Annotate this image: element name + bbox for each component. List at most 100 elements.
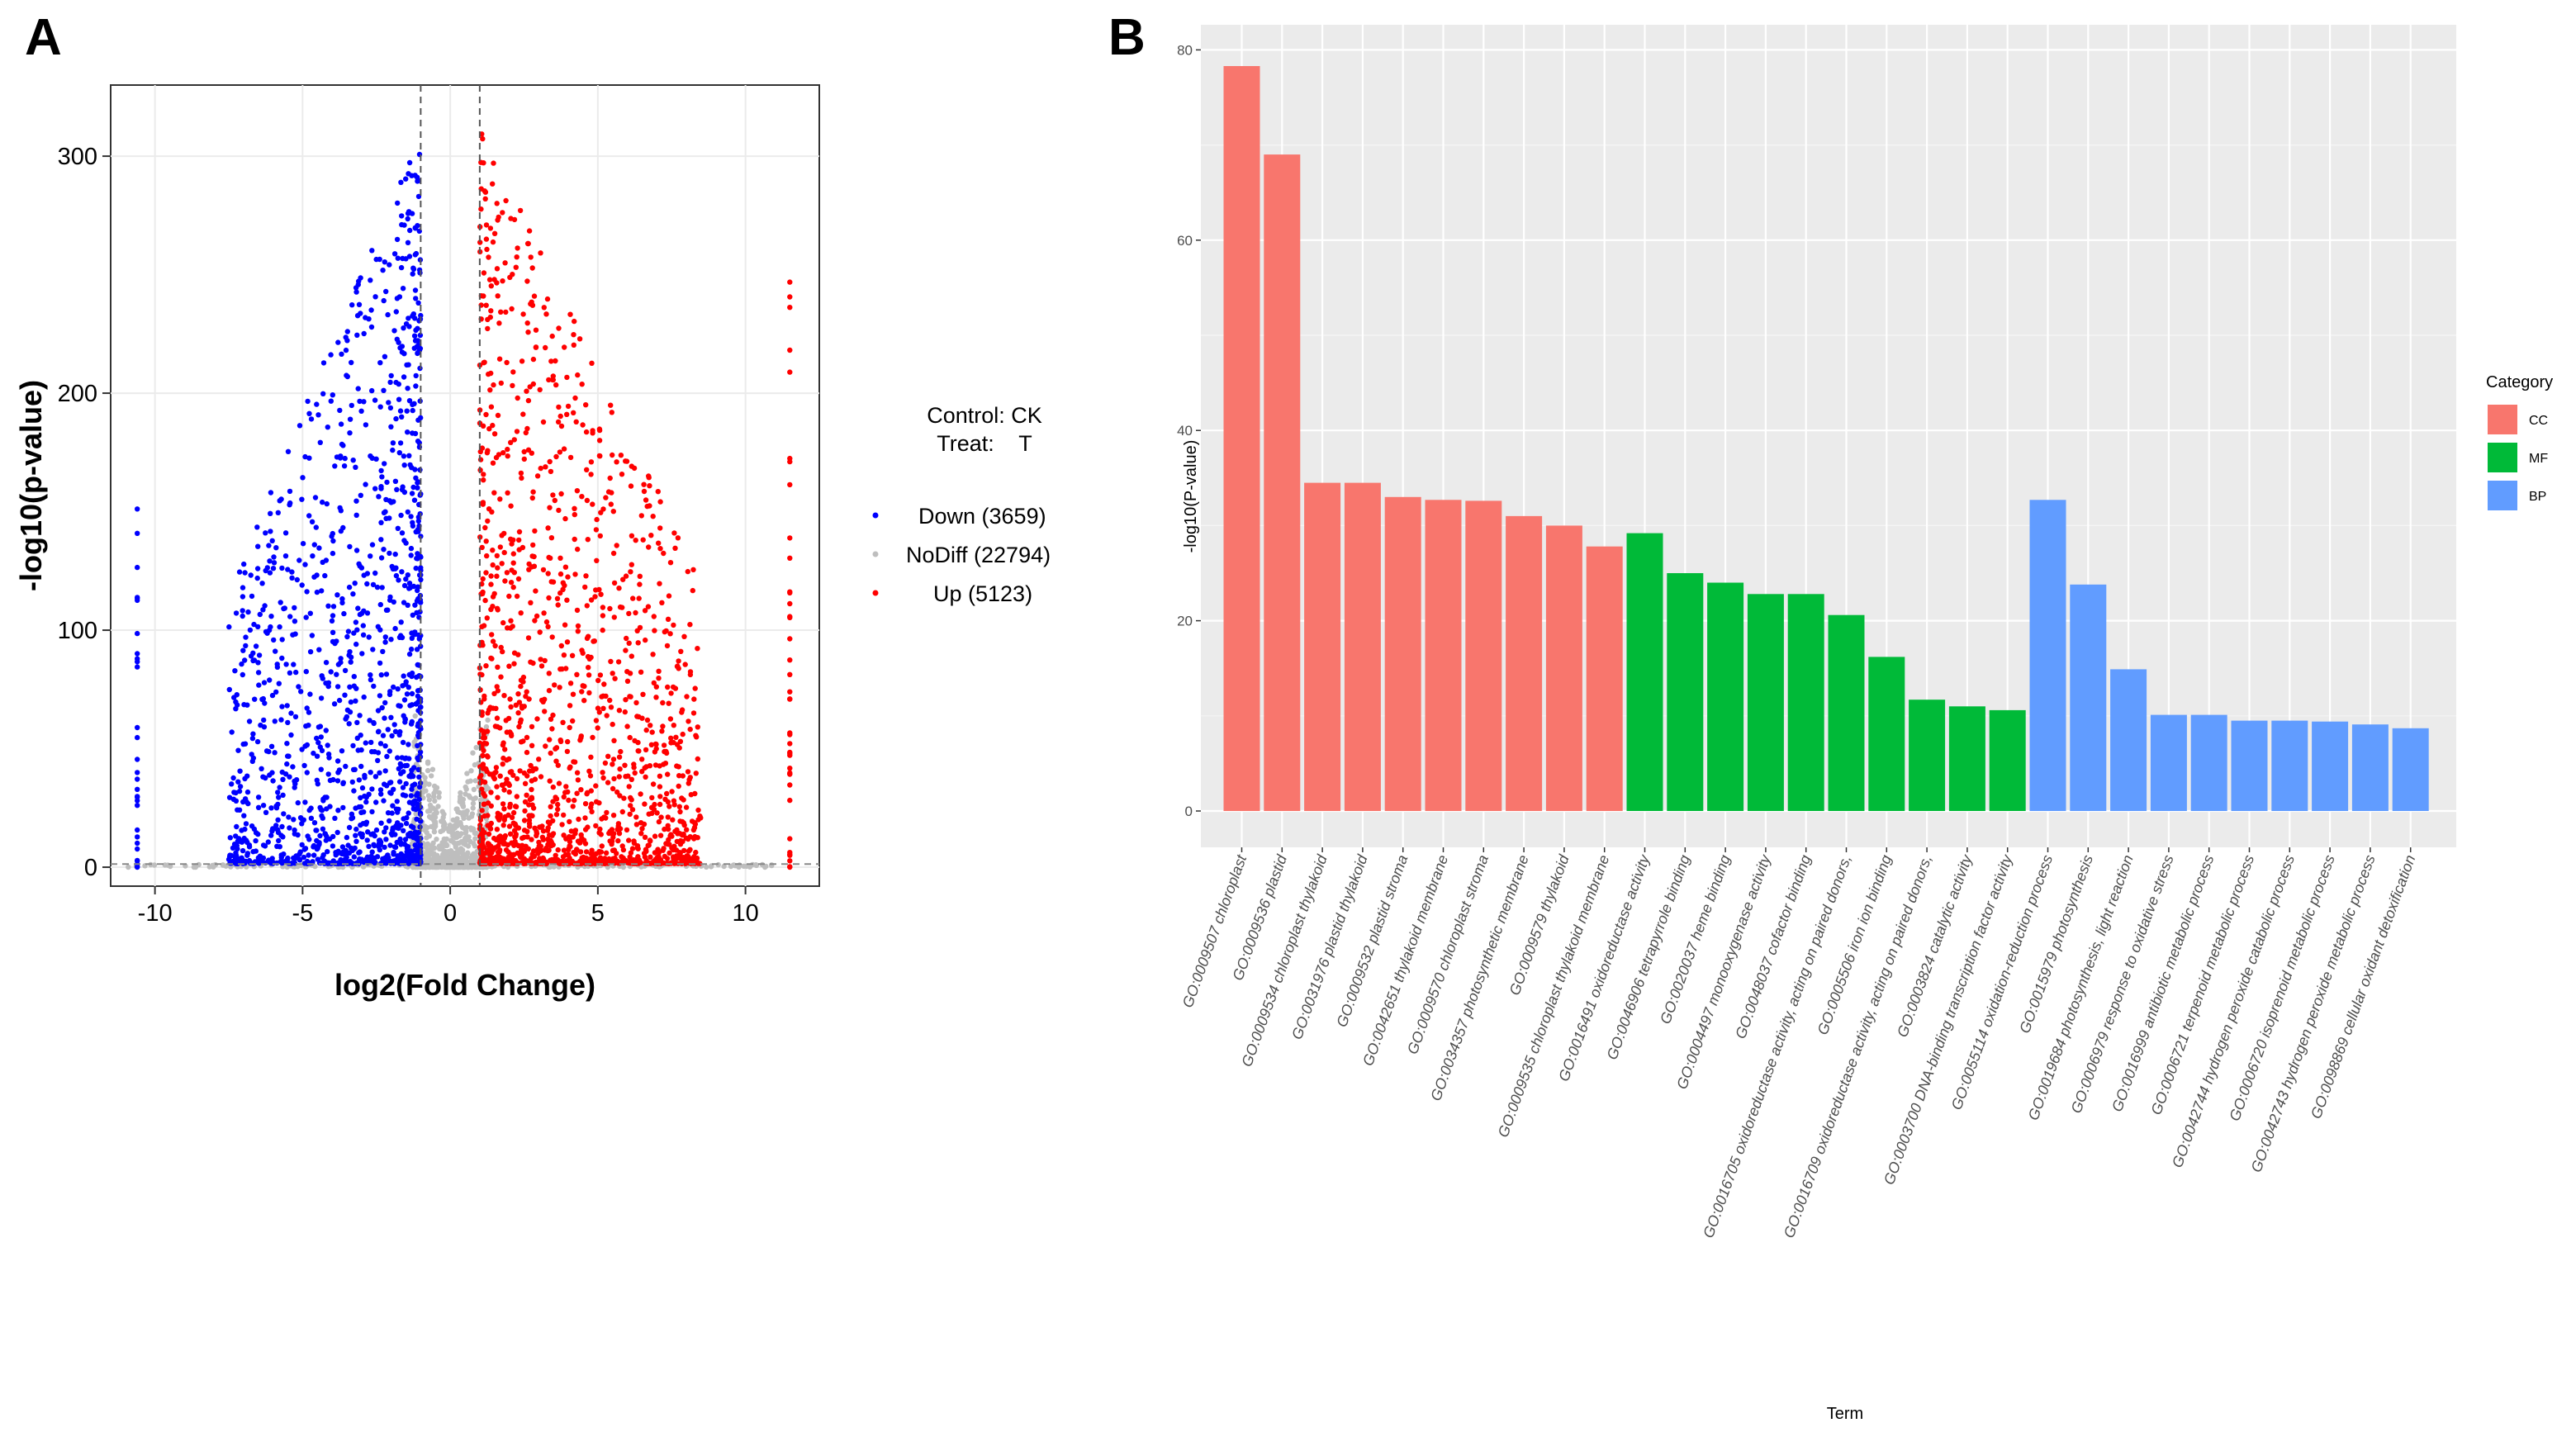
down-point: [375, 757, 381, 764]
down-point: [268, 805, 274, 811]
nodiff-point: [477, 797, 484, 803]
up-point: [564, 411, 570, 417]
up-point: [503, 197, 509, 204]
up-point: [553, 453, 559, 460]
down-point: [226, 686, 232, 693]
down-point: [368, 832, 374, 837]
down-point: [282, 771, 289, 777]
down-point: [354, 719, 360, 726]
volcano-x-tick-label: 5: [591, 900, 605, 927]
up-point: [561, 652, 567, 658]
down-point: [240, 594, 246, 600]
down-point: [353, 285, 359, 291]
down-point: [346, 721, 352, 727]
up-point: [489, 632, 495, 638]
up-point: [641, 481, 647, 487]
up-point: [622, 762, 628, 768]
down-point: [357, 398, 363, 405]
down-point: [135, 630, 140, 637]
down-point: [320, 499, 325, 505]
up-point: [595, 857, 602, 864]
up-point: [506, 782, 512, 788]
down-point: [347, 649, 353, 655]
down-point: [394, 839, 400, 846]
up-point: [561, 812, 567, 818]
up-point: [787, 741, 793, 747]
up-point: [510, 809, 517, 816]
up-point: [507, 831, 514, 837]
up-point: [538, 465, 543, 472]
up-point: [648, 723, 653, 728]
down-point: [263, 628, 269, 635]
down-point: [405, 509, 410, 515]
up-point: [575, 546, 581, 553]
up-point: [477, 740, 483, 746]
down-point: [242, 861, 248, 866]
down-point: [413, 565, 419, 571]
legend-label-nodiff: NoDiff (22794): [906, 543, 1051, 567]
up-point: [483, 538, 489, 544]
up-point: [528, 301, 534, 307]
down-point: [405, 572, 410, 578]
down-point: [243, 634, 249, 640]
nodiff-point: [453, 842, 458, 848]
up-point: [636, 748, 642, 754]
up-point: [631, 465, 638, 472]
down-point: [320, 391, 326, 396]
up-point: [630, 595, 636, 601]
down-point: [287, 825, 292, 831]
nodiff-point: [162, 862, 168, 868]
up-point: [500, 619, 506, 626]
bar-mf: [1787, 594, 1824, 811]
down-point: [410, 806, 416, 812]
up-point: [550, 712, 556, 718]
up-point: [596, 709, 602, 715]
up-point: [610, 813, 617, 818]
up-point: [650, 514, 656, 519]
down-point: [396, 294, 403, 300]
up-point: [516, 723, 522, 730]
down-point: [282, 530, 289, 536]
down-point: [262, 603, 268, 609]
down-point: [406, 453, 412, 458]
up-point: [575, 838, 581, 844]
up-point: [520, 738, 526, 744]
up-point: [617, 766, 623, 772]
up-point: [524, 749, 530, 756]
down-point: [385, 727, 391, 733]
up-point: [507, 625, 514, 631]
up-point: [672, 856, 679, 862]
down-point: [226, 624, 232, 630]
down-point: [395, 755, 401, 761]
down-point: [268, 614, 274, 619]
up-point: [498, 380, 504, 387]
up-point: [557, 738, 564, 744]
up-point: [787, 294, 793, 300]
up-point: [552, 497, 557, 504]
up-point: [513, 264, 519, 270]
down-point: [353, 498, 359, 504]
down-point: [135, 564, 140, 571]
up-point: [500, 823, 506, 828]
up-point: [550, 799, 556, 804]
up-point: [615, 821, 622, 827]
down-point: [382, 715, 387, 721]
down-point: [352, 766, 358, 772]
down-point: [286, 814, 292, 820]
down-point: [334, 778, 341, 784]
volcano-y-tick-label: 300: [58, 144, 97, 170]
up-point: [533, 327, 539, 333]
up-point: [600, 613, 606, 619]
down-point: [291, 817, 297, 823]
down-point: [354, 313, 361, 319]
up-point: [690, 587, 695, 594]
bar-cc: [1465, 500, 1502, 811]
up-point: [787, 458, 793, 465]
down-point: [369, 849, 375, 855]
up-point: [495, 293, 500, 299]
up-point: [674, 838, 680, 845]
down-point: [283, 662, 289, 667]
up-point: [519, 842, 525, 848]
up-point: [526, 818, 533, 823]
